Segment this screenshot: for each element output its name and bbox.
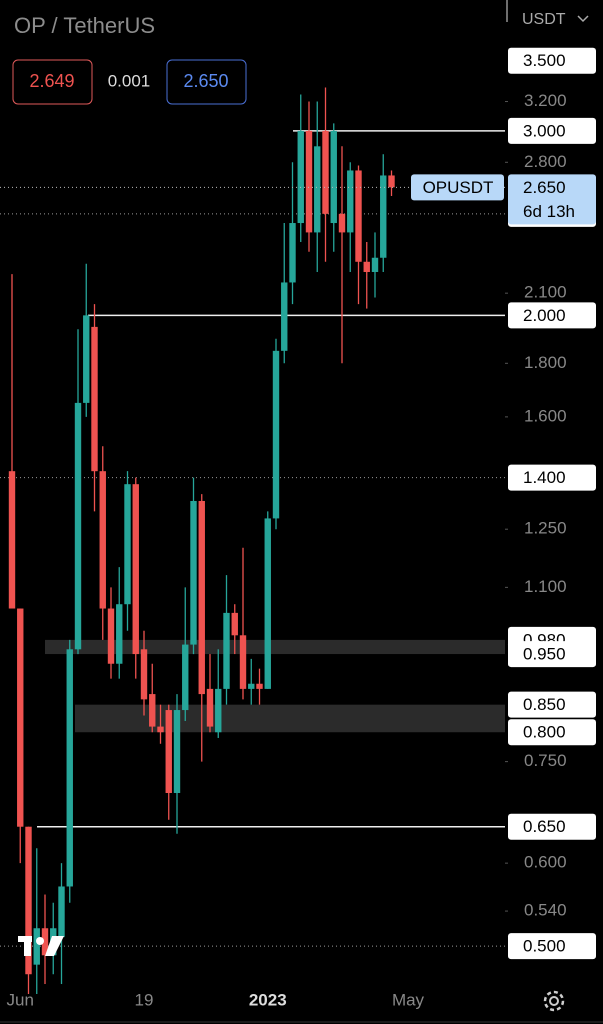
y-tick-label: 3.200 — [524, 91, 567, 110]
level-label-box — [508, 302, 596, 329]
candle-body — [371, 257, 379, 272]
candle-body — [272, 350, 280, 519]
candle-body — [149, 694, 156, 727]
candle-body — [297, 130, 304, 224]
candle-body — [25, 826, 32, 975]
candle-body — [157, 726, 164, 733]
candle-body — [380, 175, 387, 258]
zone — [45, 639, 505, 655]
candle-body — [231, 612, 238, 636]
x-tick-label: May — [392, 990, 425, 1009]
y-tick-label: 0.540 — [524, 901, 567, 920]
ask-box[interactable] — [166, 59, 247, 105]
level-label-box — [508, 47, 596, 74]
current-symbol-box — [411, 174, 504, 201]
candle-body — [256, 683, 263, 689]
candle-body — [116, 604, 123, 664]
y-tick-label: 1.100 — [524, 577, 567, 596]
level-label: 3.500 — [523, 51, 566, 70]
candle-body — [322, 130, 329, 214]
candle-body — [248, 683, 255, 689]
candle-body — [388, 175, 395, 188]
y-tick-label: 0.600 — [524, 853, 567, 872]
y-tick-label: 2.800 — [524, 152, 567, 171]
candle-body — [91, 326, 98, 472]
y-tick-label: 0.750 — [524, 751, 567, 770]
tv-logo — [18, 936, 64, 956]
x-tick-label: 19 — [135, 990, 154, 1009]
candle-body — [17, 608, 24, 827]
level-label: 1.400 — [523, 468, 566, 487]
level-label-box — [508, 691, 596, 718]
candle-body — [206, 688, 214, 727]
candle-body — [8, 471, 16, 609]
candle-body — [132, 484, 139, 655]
ask: 2.650 — [183, 71, 228, 91]
plot: 3.200 2.800 2.100 1.800 1.600 1.250 1.100 0.750… — [0, 47, 596, 1009]
candle-body — [140, 649, 148, 700]
level-label-box — [508, 641, 596, 668]
zone — [75, 704, 505, 733]
bid: 2.649 — [29, 71, 74, 91]
candle-body — [289, 223, 296, 283]
candle-body — [124, 484, 131, 605]
countdown: 6d 13h — [523, 202, 575, 221]
level-label: 0.500 — [523, 937, 566, 956]
candle-body — [190, 500, 197, 645]
y-tick-label: 1.800 — [524, 353, 567, 372]
current-symbol: OPUSDT — [423, 178, 494, 197]
currency-caret — [577, 15, 589, 23]
candle-body — [173, 710, 181, 794]
candle-body — [99, 471, 106, 609]
candle-body — [33, 928, 40, 965]
symbol: OP / TetherUS — [14, 13, 155, 38]
current-price-box — [508, 174, 596, 225]
candle-body — [223, 612, 230, 689]
level-label: 2.000 — [523, 306, 566, 325]
candle-body — [74, 402, 82, 650]
currency[interactable]: USDT — [522, 11, 566, 28]
candle-body — [41, 928, 49, 956]
candle-body — [66, 649, 73, 887]
candle-body — [330, 130, 337, 224]
y-tick-label: 2.100 — [524, 283, 567, 302]
candle-body — [305, 130, 313, 233]
candle-body — [83, 315, 90, 403]
x-tick-label: Jun — [7, 990, 34, 1009]
candle-body — [107, 608, 115, 664]
candle-body — [355, 170, 362, 262]
candle-body — [314, 146, 321, 233]
candle-body — [281, 282, 288, 351]
level-label-box — [508, 464, 596, 491]
candle-body — [165, 710, 172, 794]
candle-body — [239, 635, 247, 689]
level-label: 0.950 — [523, 645, 566, 664]
level-label-box — [508, 813, 596, 840]
y-tick-label: 1.600 — [524, 406, 567, 425]
x-tick-label: 2023 — [249, 990, 287, 1009]
candle-body — [198, 500, 205, 695]
level-label: 0.800 — [523, 723, 566, 742]
current-price: 2.650 — [523, 178, 566, 197]
level-label: 0.650 — [523, 817, 566, 836]
spread: 0.001 — [108, 71, 151, 90]
level-label-box — [508, 117, 596, 144]
candle-body — [347, 170, 354, 233]
candle-body — [338, 213, 346, 233]
level-label: 0.850 — [523, 695, 566, 714]
candle-body — [363, 261, 370, 272]
level-label-box — [508, 933, 596, 960]
candle-body — [58, 886, 65, 938]
settings-icon[interactable] — [543, 990, 565, 1012]
candle-body — [264, 518, 271, 689]
y-tick-label: 1.250 — [524, 519, 567, 538]
candle-body — [215, 688, 222, 733]
level-label: 3.000 — [523, 121, 566, 140]
bid-box[interactable] — [12, 59, 93, 105]
candle-body — [182, 644, 189, 711]
level-label-box — [508, 719, 596, 746]
